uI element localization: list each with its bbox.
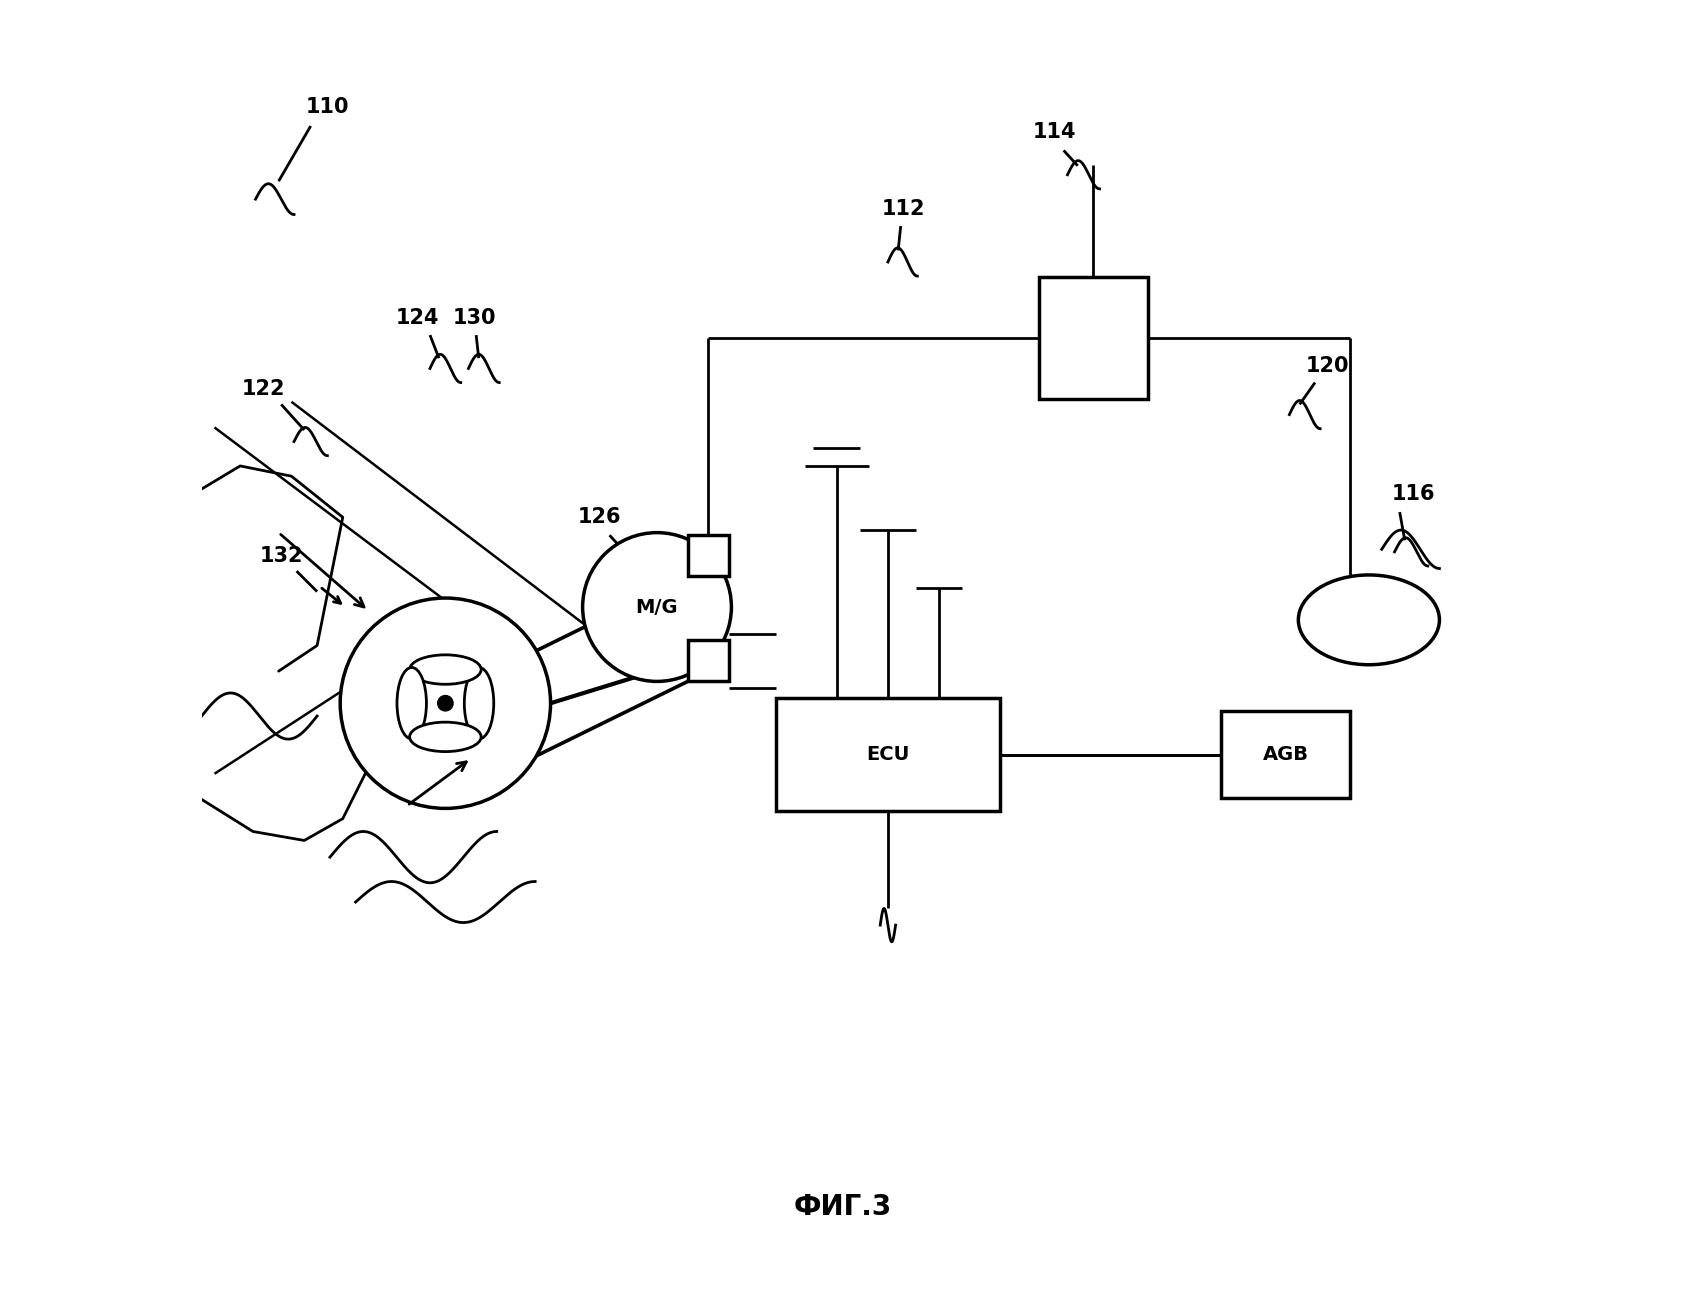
Ellipse shape (464, 667, 494, 738)
Circle shape (438, 696, 454, 711)
Text: ECU: ECU (867, 745, 909, 764)
Text: 116: 116 (1393, 484, 1435, 505)
Ellipse shape (1298, 574, 1440, 665)
Ellipse shape (396, 667, 427, 738)
Text: 124: 124 (396, 309, 438, 328)
Text: ФИГ.3: ФИГ.3 (794, 1193, 892, 1221)
Text: 114: 114 (1034, 123, 1076, 142)
Bar (688, 640, 728, 682)
Text: M/G: M/G (636, 598, 678, 617)
Bar (776, 698, 1000, 811)
Text: 126: 126 (578, 507, 620, 527)
Text: 110: 110 (305, 97, 349, 116)
Bar (688, 536, 728, 576)
Bar (1221, 711, 1350, 798)
Text: 120: 120 (1307, 356, 1349, 376)
Text: AGB: AGB (1263, 745, 1308, 764)
Ellipse shape (410, 655, 481, 684)
Text: 122: 122 (241, 380, 285, 399)
Text: 132: 132 (260, 546, 303, 565)
Circle shape (583, 533, 732, 682)
Text: 130: 130 (454, 309, 497, 328)
Text: 112: 112 (882, 199, 926, 219)
Ellipse shape (410, 722, 481, 751)
Circle shape (341, 598, 551, 808)
Bar (1039, 276, 1148, 399)
